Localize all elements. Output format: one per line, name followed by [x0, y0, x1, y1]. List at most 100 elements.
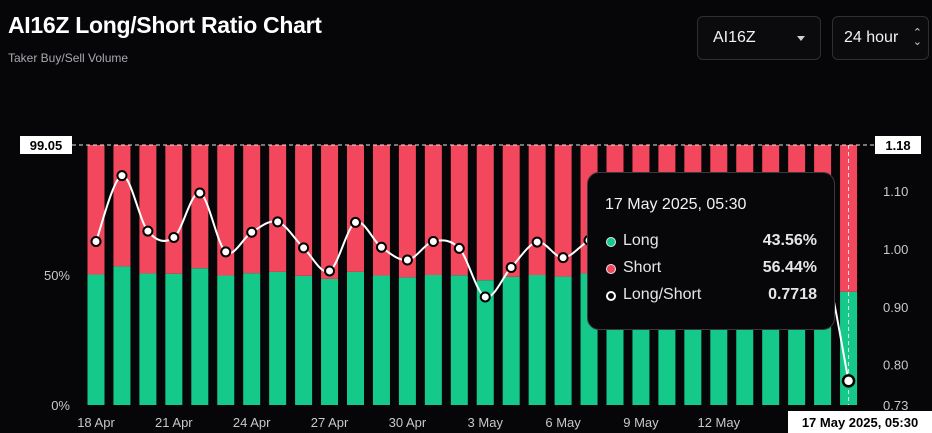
up-down-arrows-icon: ⌃ ⌄	[912, 27, 922, 48]
short-bar	[372, 145, 390, 276]
long-bar	[321, 278, 339, 405]
ratio-point	[272, 216, 284, 228]
ratio-point	[324, 265, 336, 277]
long-bar	[87, 274, 105, 405]
right-max-label-bg	[875, 136, 921, 154]
right-tick-label: 1.00	[883, 242, 908, 257]
left-max-label-bg	[20, 136, 72, 154]
short-bar	[113, 145, 131, 267]
long-bar	[372, 275, 390, 405]
ratio-point	[246, 226, 258, 238]
long-bar	[502, 276, 520, 405]
short-bar	[476, 145, 494, 281]
ratio-point	[90, 235, 102, 247]
x-tick-label: 27 Apr	[311, 415, 349, 430]
x-tick-label: 24 Apr	[233, 415, 271, 430]
long-bar	[554, 276, 572, 405]
short-bar	[528, 145, 546, 275]
ratio-point	[142, 225, 154, 237]
long-dot-icon	[606, 237, 616, 247]
x-tick-label: 18 Apr	[77, 415, 115, 430]
short-bar	[398, 145, 416, 278]
short-bar	[165, 145, 183, 274]
tooltip-label: Short	[623, 259, 662, 276]
short-bar	[502, 145, 520, 277]
ratio-point	[220, 246, 232, 258]
long-bar	[217, 275, 235, 405]
ratio-point	[841, 374, 856, 388]
long-bar	[113, 266, 131, 405]
long-bar	[165, 273, 183, 405]
long-bar	[295, 275, 313, 405]
tooltip-row-ratio: Long/Short 0.7718	[605, 284, 817, 311]
ratio-point	[453, 242, 465, 254]
tooltip-value: 56.44%	[762, 259, 817, 276]
short-bar	[191, 145, 209, 269]
axis-layer: 99.05 0% 50% 1.18 0.73 0.80 0.90 1.00 1.10 18 Apr…	[20, 136, 932, 433]
left-max-label: 99.05	[30, 138, 63, 153]
period-select-value: 24 hour	[844, 29, 899, 46]
ratio-point	[401, 254, 413, 266]
x-tick-label: 12 May	[697, 415, 740, 430]
long-bar	[243, 273, 261, 405]
long-bar	[269, 271, 287, 405]
period-select[interactable]: 24 hour ⌃ ⌄	[832, 16, 929, 60]
right-tick-label: 0.73	[883, 398, 908, 413]
guide-layer	[72, 144, 875, 405]
coin-select[interactable]: AI16Z	[697, 16, 821, 60]
left-tick-label: 50%	[44, 268, 70, 283]
tooltip-row-long: Long 43.56%	[605, 230, 817, 257]
short-bar	[87, 145, 105, 275]
ratio-point	[194, 187, 206, 199]
right-tick-label: 1.10	[883, 184, 908, 199]
short-bar	[269, 145, 287, 272]
ratio-point	[375, 241, 387, 253]
chart-tooltip: 17 May 2025, 05:30 Long 43.56% Short 56.…	[587, 172, 835, 330]
ratio-point	[557, 252, 569, 264]
long-bar	[347, 271, 364, 405]
tooltip-label: Long/Short	[623, 286, 702, 303]
long-bar	[139, 273, 157, 405]
x-tick-label: 9 May	[623, 415, 659, 430]
long-bar	[398, 277, 416, 405]
long-bar	[528, 275, 546, 405]
short-bar	[347, 145, 364, 272]
x-highlight-label: 17 May 2025, 05:30	[802, 415, 918, 430]
ratio-point	[531, 236, 543, 248]
chart-title: AI16Z Long/Short Ratio Chart	[8, 12, 322, 38]
chart-subtitle: Taker Buy/Sell Volume	[8, 51, 129, 65]
ratio-point	[168, 231, 180, 243]
long-bar	[450, 275, 468, 405]
short-dot-icon	[606, 264, 616, 274]
tooltip-value: 0.7718	[768, 286, 817, 303]
ratio-point	[116, 170, 128, 182]
tooltip-label: Long	[623, 232, 659, 249]
tooltip-time: 17 May 2025, 05:30	[605, 196, 747, 213]
x-tick-label: 21 Apr	[155, 415, 193, 430]
right-max-label: 1.18	[885, 138, 910, 153]
x-tick-label: 30 Apr	[389, 415, 427, 430]
short-bar	[554, 145, 572, 277]
tooltip-row-short: Short 56.44%	[605, 257, 817, 284]
ratio-point	[505, 261, 517, 273]
short-bar	[424, 145, 442, 275]
coin-select-value: AI16Z	[713, 29, 756, 46]
short-bar	[450, 145, 468, 276]
x-tick-label: 3 May	[468, 415, 504, 430]
long-bar	[476, 280, 494, 405]
ratio-point	[298, 242, 310, 254]
short-bar	[243, 145, 261, 274]
x-tick-label: 6 May	[545, 415, 581, 430]
ratio-point	[427, 235, 439, 247]
left-tick-label: 0%	[51, 398, 70, 413]
long-bar	[424, 275, 442, 405]
x-highlight-label-bg	[788, 411, 932, 433]
short-bar	[139, 145, 157, 274]
ratio-point	[350, 216, 361, 228]
right-tick-label: 0.90	[883, 300, 908, 315]
right-tick-label: 0.80	[883, 358, 908, 373]
ratio-point	[479, 291, 491, 303]
ratio-dot-icon	[606, 291, 616, 301]
long-bar	[191, 268, 209, 405]
tooltip-value: 43.56%	[762, 232, 817, 249]
